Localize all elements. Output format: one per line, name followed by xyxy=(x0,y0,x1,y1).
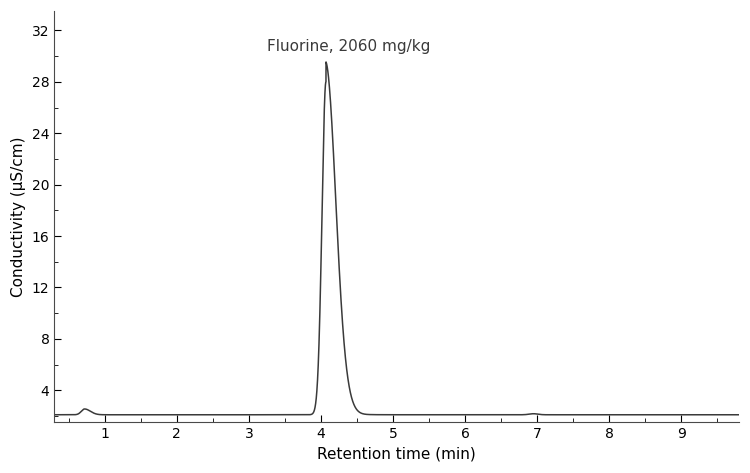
X-axis label: Retention time (min): Retention time (min) xyxy=(317,447,476,462)
Y-axis label: Conductivity (μS/cm): Conductivity (μS/cm) xyxy=(11,137,26,297)
Text: Fluorine, 2060 mg/kg: Fluorine, 2060 mg/kg xyxy=(267,38,430,53)
